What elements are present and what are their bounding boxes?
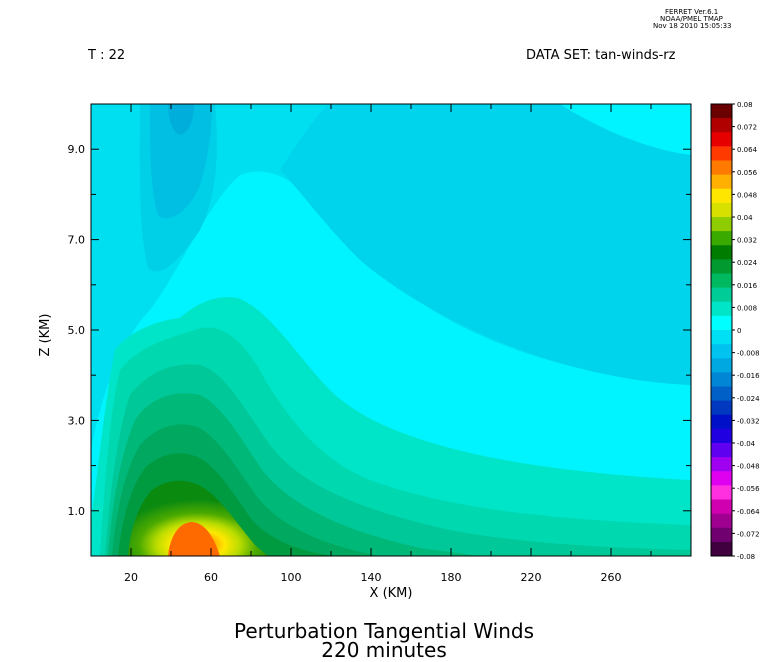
band-negative-3 [168, 104, 194, 135]
colorbar-segment [711, 259, 732, 274]
colorbar-segment [711, 273, 732, 289]
band-negative-right [280, 104, 691, 385]
y-tick-label: 9.0 [68, 143, 86, 156]
colorbar-segment [711, 330, 732, 345]
colorbar-segment [711, 202, 732, 218]
colorbar-segment [711, 443, 732, 458]
y-tick-label: 3.0 [68, 414, 86, 427]
colorbar-segment [711, 541, 732, 557]
colorbar-label: -0.04 [737, 440, 756, 448]
chart-title: Perturbation Tangential Winds [234, 619, 534, 643]
colorbar-label: 0.056 [737, 169, 758, 177]
colorbar-segment [711, 400, 732, 416]
colorbar-label: 0.032 [737, 237, 757, 245]
colorbar-segment [711, 386, 732, 402]
colorbar-segment [711, 499, 732, 515]
x-tick-label: 60 [204, 571, 218, 584]
colorbar-label: 0 [737, 327, 741, 335]
colorbar-labels: 0.08 0.072 0.064 0.056 0.048 0.04 0.032 0.024 0.… [732, 101, 760, 561]
colorbar-segment [711, 245, 732, 260]
band-negative-2 [150, 104, 212, 219]
colorbar-segment [711, 344, 732, 359]
colorbar-segment [711, 428, 732, 444]
colorbar-segment [711, 414, 732, 430]
y-tick-label: 7.0 [68, 234, 86, 247]
colorbar-label: -0.024 [737, 395, 760, 403]
colorbar-label: -0.064 [737, 508, 760, 516]
time-label: T : 22 [87, 48, 125, 63]
colorbar-segment [711, 485, 732, 500]
colorbar-segment [711, 132, 732, 147]
x-axis-label: X (KM) [370, 586, 413, 601]
x-tick-label: 20 [124, 571, 138, 584]
colorbar-segment [711, 457, 732, 472]
ferret-org: NOAA/PMEL TMAP [660, 15, 723, 23]
colorbar-label: -0.056 [737, 485, 760, 493]
colorbar-segment [711, 471, 732, 486]
colorbar-segment [711, 301, 732, 317]
colorbar-label: 0.008 [737, 304, 757, 312]
colorbar-segment [711, 188, 732, 204]
colorbar-segment [711, 372, 732, 387]
colorbar-label: -0.016 [737, 372, 760, 380]
ferret-version: FERRET Ver.6.1 [665, 8, 718, 16]
colorbar-segment [711, 231, 732, 246]
colorbar-label: 0.024 [737, 259, 758, 267]
colorbar-label: 0.064 [737, 146, 758, 154]
colorbar-label: 0.08 [737, 101, 753, 109]
colorbar [710, 103, 733, 557]
colorbar-segment [711, 315, 732, 331]
colorbar-label: -0.032 [737, 417, 760, 425]
x-tick-label: 140 [361, 571, 382, 584]
y-axis: 1.0 3.0 5.0 7.0 9.0 [68, 103, 691, 557]
colorbar-label: -0.072 [737, 530, 760, 538]
dataset-label: DATA SET: tan-winds-rz [526, 48, 676, 63]
y-axis-label: Z (KM) [38, 314, 53, 357]
colorbar-segment [711, 287, 732, 303]
x-tick-label: 100 [281, 571, 302, 584]
colorbar-segment [711, 160, 732, 176]
y-tick-label: 1.0 [68, 505, 86, 518]
colorbar-label: 0.072 [737, 124, 757, 132]
colorbar-segment [711, 174, 732, 190]
chart-subtitle: 220 minutes [321, 638, 447, 662]
x-tick-label: 260 [601, 571, 622, 584]
x-tick-label: 180 [441, 571, 462, 584]
x-axis: 20 60 100 140 180 220 260 [90, 104, 692, 584]
colorbar-label: 0.016 [737, 282, 758, 290]
colorbar-label: -0.048 [737, 463, 760, 471]
band-core-hot [168, 522, 220, 556]
colorbar-label: 0.048 [737, 191, 757, 199]
colorbar-label: 0.04 [737, 214, 753, 222]
colorbar-segment [711, 527, 732, 543]
colorbar-label: -0.08 [737, 553, 755, 561]
colorbar-segment [711, 358, 732, 373]
colorbar-segment [711, 118, 732, 133]
band-upper-right-cyan [560, 104, 691, 155]
colorbar-segment [711, 146, 732, 161]
ferret-date: Nov 18 2010 15:05:33 [653, 22, 732, 30]
y-tick-label: 5.0 [68, 324, 86, 337]
colorbar-label: -0.008 [737, 350, 760, 358]
colorbar-segment [711, 217, 732, 232]
colorbar-segment [711, 104, 732, 119]
plot-area [91, 104, 691, 556]
band-core [128, 480, 268, 556]
colorbar-segment [711, 513, 732, 529]
x-tick-label: 220 [521, 571, 542, 584]
